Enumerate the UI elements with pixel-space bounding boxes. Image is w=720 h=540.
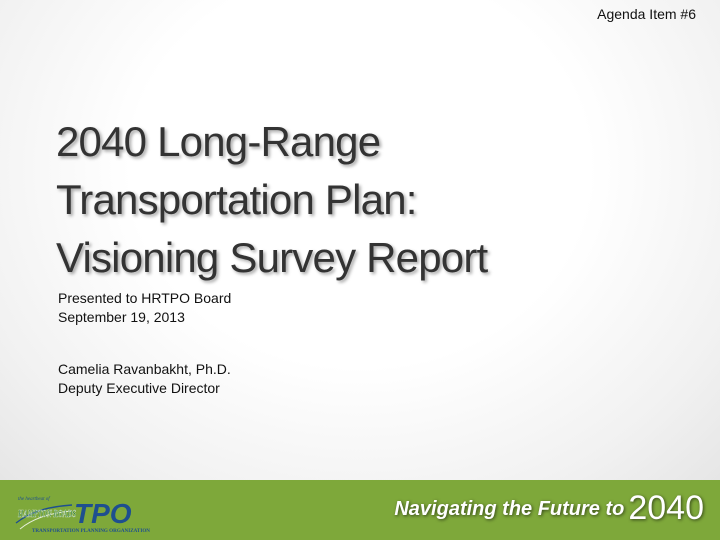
logo-small-caption: the heartbeat of (18, 497, 50, 502)
author-name: Camelia Ravanbakht, Ph.D. (58, 361, 231, 377)
tagline-year: 2040 (628, 489, 704, 527)
hrtpo-logo: the heartbeat of HAMPTON ROADS TPO TRANS… (14, 493, 154, 535)
title-line-3: Visioning Survey Report (56, 234, 488, 281)
footer-bar: the heartbeat of HAMPTON ROADS TPO TRANS… (0, 480, 720, 540)
tagline-text: Navigating the Future to (394, 498, 625, 520)
author-info: Camelia Ravanbakht, Ph.D. Deputy Executi… (58, 360, 231, 398)
logo-acronym: TPO (74, 498, 132, 529)
author-role: Deputy Executive Director (58, 380, 220, 396)
footer-tagline: Navigating the Future to 2040 (394, 489, 704, 528)
slide-background (0, 0, 720, 480)
presented-to-text: Presented to HRTPO Board (58, 290, 232, 306)
logo-org-name: TRANSPORTATION PLANNING ORGANIZATION (32, 529, 150, 534)
logo-region-text: HAMPTON ROADS (17, 509, 76, 520)
title-line-1: 2040 Long-Range (56, 118, 381, 165)
presentation-date: September 19, 2013 (58, 309, 185, 325)
agenda-item-label: Agenda Item #6 (597, 6, 696, 22)
slide-title: 2040 Long-Range Transportation Plan: Vis… (56, 113, 676, 287)
title-line-2: Transportation Plan: (56, 176, 417, 223)
presentation-info: Presented to HRTPO Board September 19, 2… (58, 289, 231, 327)
